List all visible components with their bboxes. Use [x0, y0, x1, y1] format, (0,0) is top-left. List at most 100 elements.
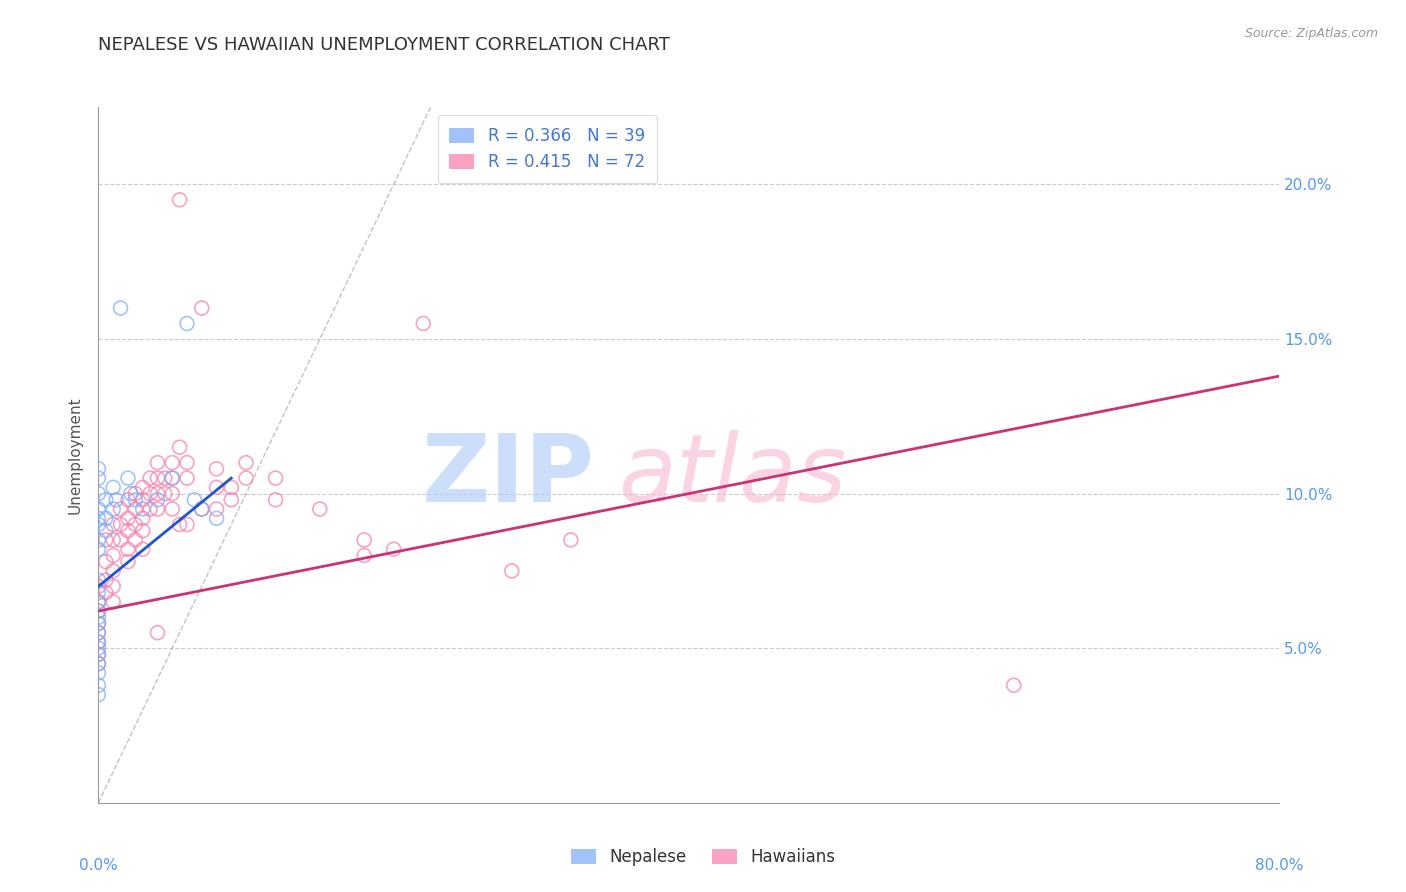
Hawaiians: [205, 462, 228, 476]
Hawaiians: [87, 616, 110, 631]
Hawaiians: [219, 480, 242, 494]
Nepalese: [94, 524, 117, 538]
Hawaiians: [146, 625, 169, 640]
Text: NEPALESE VS HAWAIIAN UNEMPLOYMENT CORRELATION CHART: NEPALESE VS HAWAIIAN UNEMPLOYMENT CORREL…: [98, 36, 671, 54]
Hawaiians: [382, 542, 405, 557]
Nepalese: [87, 585, 110, 599]
Hawaiians: [162, 502, 183, 516]
Nepalese: [94, 511, 117, 525]
Hawaiians: [560, 533, 582, 547]
Nepalese: [87, 511, 110, 525]
Text: 80.0%: 80.0%: [1256, 858, 1303, 873]
Hawaiians: [110, 533, 132, 547]
Hawaiians: [87, 635, 110, 649]
Hawaiians: [176, 456, 198, 470]
Nepalese: [87, 533, 110, 547]
Nepalese: [87, 502, 110, 516]
Nepalese: [146, 492, 169, 507]
Nepalese: [87, 665, 110, 680]
Y-axis label: Unemployment: Unemployment: [67, 396, 83, 514]
Hawaiians: [169, 517, 191, 532]
Hawaiians: [87, 579, 110, 593]
Text: atlas: atlas: [619, 430, 846, 521]
Hawaiians: [117, 511, 139, 525]
Hawaiians: [132, 511, 155, 525]
Nepalese: [87, 517, 110, 532]
Hawaiians: [94, 555, 117, 569]
Hawaiians: [132, 542, 155, 557]
Hawaiians: [94, 585, 117, 599]
Hawaiians: [87, 648, 110, 662]
Hawaiians: [162, 471, 183, 485]
Nepalese: [110, 301, 132, 315]
Nepalese: [205, 511, 228, 525]
Nepalese: [87, 616, 110, 631]
Hawaiians: [235, 456, 257, 470]
Hawaiians: [103, 564, 125, 578]
Hawaiians: [87, 595, 110, 609]
Hawaiians: [139, 486, 162, 500]
Hawaiians: [87, 657, 110, 671]
Hawaiians: [264, 471, 287, 485]
Hawaiians: [219, 492, 242, 507]
Hawaiians: [139, 502, 162, 516]
Nepalese: [87, 688, 110, 702]
Hawaiians: [124, 533, 146, 547]
Hawaiians: [124, 517, 146, 532]
Hawaiians: [205, 480, 228, 494]
Hawaiians: [153, 471, 176, 485]
Nepalese: [87, 625, 110, 640]
Hawaiians: [146, 502, 169, 516]
Nepalese: [87, 678, 110, 692]
Hawaiians: [117, 524, 139, 538]
Nepalese: [87, 604, 110, 618]
Hawaiians: [103, 517, 125, 532]
Nepalese: [87, 657, 110, 671]
Nepalese: [103, 502, 125, 516]
Hawaiians: [146, 471, 169, 485]
Hawaiians: [110, 517, 132, 532]
Hawaiians: [103, 595, 125, 609]
Nepalese: [105, 492, 128, 507]
Hawaiians: [146, 486, 169, 500]
Text: ZIP: ZIP: [422, 430, 595, 522]
Hawaiians: [132, 492, 155, 507]
Hawaiians: [162, 456, 183, 470]
Nepalese: [87, 641, 110, 656]
Hawaiians: [117, 542, 139, 557]
Nepalese: [117, 471, 139, 485]
Hawaiians: [103, 579, 125, 593]
Hawaiians: [153, 486, 176, 500]
Hawaiians: [117, 492, 139, 507]
Nepalese: [87, 648, 110, 662]
Hawaiians: [191, 301, 214, 315]
Hawaiians: [87, 625, 110, 640]
Hawaiians: [176, 471, 198, 485]
Hawaiians: [87, 604, 110, 618]
Hawaiians: [205, 502, 228, 516]
Hawaiians: [103, 533, 125, 547]
Nepalese: [132, 502, 155, 516]
Hawaiians: [94, 533, 117, 547]
Hawaiians: [235, 471, 257, 485]
Nepalese: [162, 471, 183, 485]
Hawaiians: [353, 533, 375, 547]
Hawaiians: [124, 502, 146, 516]
Hawaiians: [501, 564, 523, 578]
Legend: R = 0.366   N = 39, R = 0.415   N = 72: R = 0.366 N = 39, R = 0.415 N = 72: [437, 115, 657, 183]
Nepalese: [87, 635, 110, 649]
Hawaiians: [124, 486, 146, 500]
Text: 0.0%: 0.0%: [79, 858, 118, 873]
Nepalese: [87, 595, 110, 609]
Hawaiians: [117, 555, 139, 569]
Hawaiians: [353, 549, 375, 563]
Nepalese: [87, 610, 110, 624]
Hawaiians: [412, 317, 434, 331]
Hawaiians: [162, 486, 183, 500]
Hawaiians: [309, 502, 332, 516]
Hawaiians: [169, 193, 191, 207]
Hawaiians: [264, 492, 287, 507]
Nepalese: [120, 486, 142, 500]
Hawaiians: [169, 440, 191, 454]
Hawaiians: [110, 502, 132, 516]
